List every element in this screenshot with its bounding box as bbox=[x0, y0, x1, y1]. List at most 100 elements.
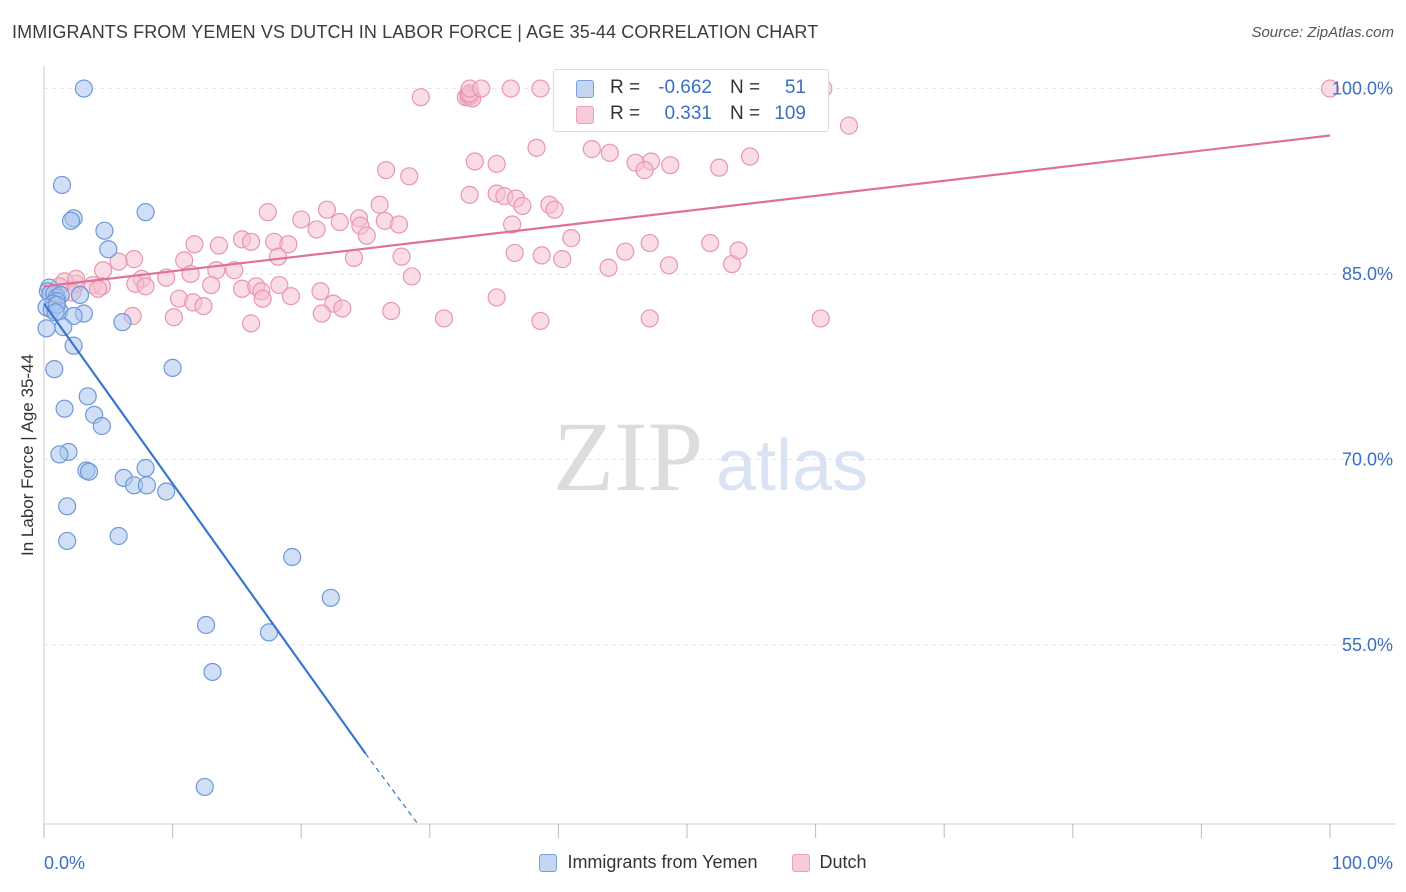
dutch-point bbox=[839, 116, 859, 135]
legend-r-label: R = bbox=[610, 103, 641, 124]
dutch-point bbox=[88, 279, 108, 298]
dutch-point bbox=[382, 301, 401, 321]
yemen-point bbox=[64, 306, 83, 326]
dutch-point bbox=[344, 248, 364, 267]
yemen-point bbox=[58, 497, 77, 516]
y-tick-label: 100.0% bbox=[1332, 79, 1393, 99]
dutch-point bbox=[532, 246, 551, 265]
dutch-point bbox=[307, 220, 326, 239]
yemen-point bbox=[137, 476, 156, 495]
dutch-point bbox=[225, 261, 244, 280]
legend-row-yemen: R = -0.662 N = 51 bbox=[554, 76, 828, 102]
yemen-point bbox=[163, 358, 182, 377]
yemen-point bbox=[58, 531, 77, 551]
dutch-point bbox=[333, 299, 352, 318]
legend-n-value: 109 bbox=[774, 103, 806, 124]
yemen-point bbox=[203, 662, 222, 682]
dutch-point bbox=[487, 154, 506, 174]
series-name-dutch: Dutch bbox=[819, 852, 867, 872]
chart-title: IMMIGRANTS FROM YEMEN VS DUTCH IN LABOR … bbox=[12, 22, 819, 42]
dutch-point bbox=[402, 267, 421, 286]
dutch-point bbox=[513, 196, 532, 216]
legend-n-label: N = bbox=[730, 103, 761, 124]
dutch-point bbox=[501, 79, 520, 98]
dutch-point bbox=[527, 138, 546, 157]
y-tick-label: 70.0% bbox=[1342, 449, 1393, 469]
dutch-point bbox=[357, 226, 376, 245]
dutch-point bbox=[241, 232, 261, 251]
dutch-point bbox=[562, 229, 581, 248]
series-swatch-yemen bbox=[539, 853, 558, 872]
series-legend-yemen: Immigrants from Yemen bbox=[539, 852, 758, 873]
legend-n-value: 51 bbox=[784, 77, 806, 98]
series-legend: Immigrants from Yemen Dutch bbox=[0, 852, 1406, 873]
dutch-point bbox=[253, 289, 272, 308]
yemen-point bbox=[45, 360, 64, 379]
yemen-point bbox=[113, 313, 132, 332]
yemen-trend-line bbox=[43, 302, 367, 755]
dutch-point bbox=[553, 250, 572, 269]
dutch-point bbox=[659, 256, 679, 275]
yemen-trend-extension bbox=[365, 753, 418, 824]
yemen-point bbox=[50, 445, 69, 464]
dutch-point bbox=[505, 243, 524, 263]
yemen-point bbox=[195, 777, 214, 797]
yemen-point bbox=[196, 615, 216, 635]
legend-swatch-yemen bbox=[576, 80, 594, 98]
yemen-point bbox=[55, 399, 74, 418]
dutch-point bbox=[392, 247, 411, 266]
legend-row-dutch: R = 0.331 N = 109 bbox=[554, 102, 828, 128]
y-tick-label: 85.0% bbox=[1342, 264, 1393, 284]
correlation-legend: R = -0.662 N = 51 R = 0.331 N = 109 bbox=[553, 69, 829, 132]
yemen-points bbox=[37, 79, 340, 797]
dutch-point bbox=[487, 288, 506, 307]
yemen-point bbox=[136, 203, 155, 222]
dutch-point bbox=[124, 250, 144, 269]
dutch-point bbox=[311, 282, 330, 301]
yemen-point bbox=[52, 175, 72, 195]
dutch-point bbox=[270, 275, 289, 295]
dutch-point bbox=[811, 309, 830, 328]
dutch-point bbox=[460, 185, 479, 204]
axes bbox=[43, 66, 1396, 838]
y-tick-label: 55.0% bbox=[1342, 635, 1393, 655]
dutch-point bbox=[94, 261, 113, 280]
dutch-point bbox=[640, 233, 659, 253]
legend-n-label: N = bbox=[730, 77, 761, 98]
dutch-point bbox=[531, 79, 550, 98]
watermark-zip: ZIP bbox=[553, 401, 703, 512]
dutch-point bbox=[599, 258, 618, 277]
dutch-point bbox=[389, 215, 409, 234]
yemen-point bbox=[259, 623, 279, 642]
watermark-atlas: atlas bbox=[716, 426, 868, 506]
dutch-point bbox=[268, 247, 288, 266]
yemen-point bbox=[109, 526, 128, 546]
dutch-point bbox=[185, 235, 204, 254]
dutch-point bbox=[545, 200, 564, 219]
dutch-point bbox=[661, 156, 680, 175]
series-name-yemen: Immigrants from Yemen bbox=[567, 852, 758, 872]
yemen-point bbox=[70, 285, 90, 305]
dutch-point bbox=[465, 152, 484, 171]
dutch-point bbox=[472, 79, 491, 98]
legend-r-value: 0.331 bbox=[664, 103, 712, 124]
yemen-point bbox=[37, 319, 56, 338]
dutch-point bbox=[317, 200, 337, 219]
dutch-point bbox=[279, 235, 298, 254]
source-note: Source: ZipAtlas.com bbox=[1251, 24, 1394, 41]
yemen-point bbox=[157, 482, 176, 501]
trend-lines bbox=[43, 134, 1331, 824]
dutch-point bbox=[292, 210, 311, 229]
dutch-point bbox=[109, 252, 128, 271]
x-tick-label: 100.0% bbox=[1332, 853, 1393, 873]
x-tick-label: 0.0% bbox=[44, 853, 85, 873]
dutch-point bbox=[740, 147, 760, 166]
dutch-point bbox=[258, 203, 277, 222]
series-swatch-dutch bbox=[791, 853, 810, 872]
dutch-point bbox=[202, 275, 221, 295]
yemen-point bbox=[79, 462, 99, 481]
dutch-point bbox=[729, 241, 748, 260]
yemen-point bbox=[74, 79, 93, 98]
yemen-point bbox=[92, 416, 111, 436]
